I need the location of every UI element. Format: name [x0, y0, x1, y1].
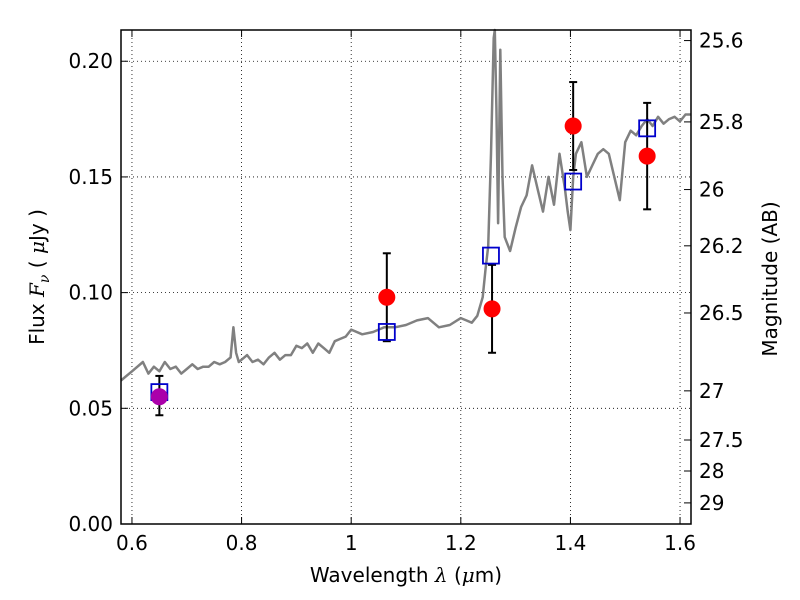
x-axis-label: Wavelength λ (μm)	[310, 563, 502, 587]
magnitude-axis-ticks: 25.6 25.8 26 26.2 26.5 27 27.5 28 29	[684, 29, 744, 515]
model-square-marker	[377, 323, 396, 341]
x-tick-label: 1.2	[445, 531, 477, 555]
observed-circle-marker	[638, 147, 656, 165]
spectrum-layer	[120, 28, 691, 382]
x-tick-label: 1.6	[664, 531, 696, 555]
x-axis-ticks: 0.6 0.8 1 1.2 1.4 1.6	[116, 30, 696, 555]
y-tick-label: 0.05	[68, 396, 113, 420]
plot-frame	[120, 29, 692, 525]
magnitude-tick-label: 26	[699, 178, 724, 202]
x-tick-label: 1.4	[555, 531, 587, 555]
marker-layer	[150, 117, 657, 406]
x-tick-label: 0.6	[116, 531, 148, 555]
y-tick-label: 0.20	[68, 49, 113, 73]
y-tick-label: 0.00	[68, 512, 113, 536]
observed-circle-marker	[150, 388, 168, 406]
plot-background	[121, 30, 691, 524]
magnitude-tick-label: 26.2	[699, 234, 744, 258]
observed-circle-marker	[564, 117, 582, 135]
magnitude-tick-label: 25.8	[699, 110, 744, 134]
x-tick-label: 1	[345, 531, 358, 555]
y-axis-label: Flux Fν ( μJy )	[25, 209, 53, 345]
magnitude-tick-label: 26.5	[699, 301, 744, 325]
x-tick-label: 0.8	[226, 531, 258, 555]
y-tick-label: 0.15	[68, 165, 113, 189]
y-tick-label: 0.10	[68, 281, 113, 305]
model-square-marker	[638, 119, 657, 138]
magnitude-tick-label: 25.6	[699, 29, 744, 53]
y-axis-ticks: 0.00 0.05 0.10 0.15 0.20	[68, 49, 128, 536]
observed-circle-marker	[378, 288, 396, 306]
magnitude-tick-label: 27.5	[699, 428, 744, 452]
model-square-marker	[564, 172, 583, 191]
magnitude-axis-label: Magnitude (AB)	[758, 201, 782, 356]
observed-circle-marker	[483, 300, 501, 318]
spectrum-line	[120, 28, 691, 382]
magnitude-tick-label: 28	[699, 459, 724, 483]
magnitude-tick-label: 27	[699, 379, 724, 403]
model-square-marker	[482, 246, 500, 265]
magnitude-tick-label: 29	[699, 491, 724, 515]
